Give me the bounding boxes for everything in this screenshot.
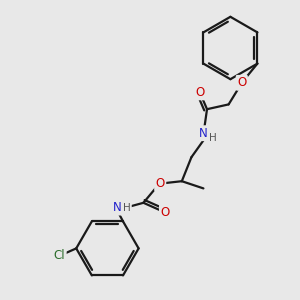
Text: O: O bbox=[237, 76, 246, 89]
Text: O: O bbox=[195, 86, 204, 99]
Text: N: N bbox=[199, 127, 208, 140]
Text: H: H bbox=[209, 133, 217, 143]
Text: N: N bbox=[112, 201, 122, 214]
Text: O: O bbox=[156, 177, 165, 190]
Text: H: H bbox=[123, 202, 130, 213]
Text: Cl: Cl bbox=[54, 249, 65, 262]
Text: O: O bbox=[160, 206, 169, 219]
